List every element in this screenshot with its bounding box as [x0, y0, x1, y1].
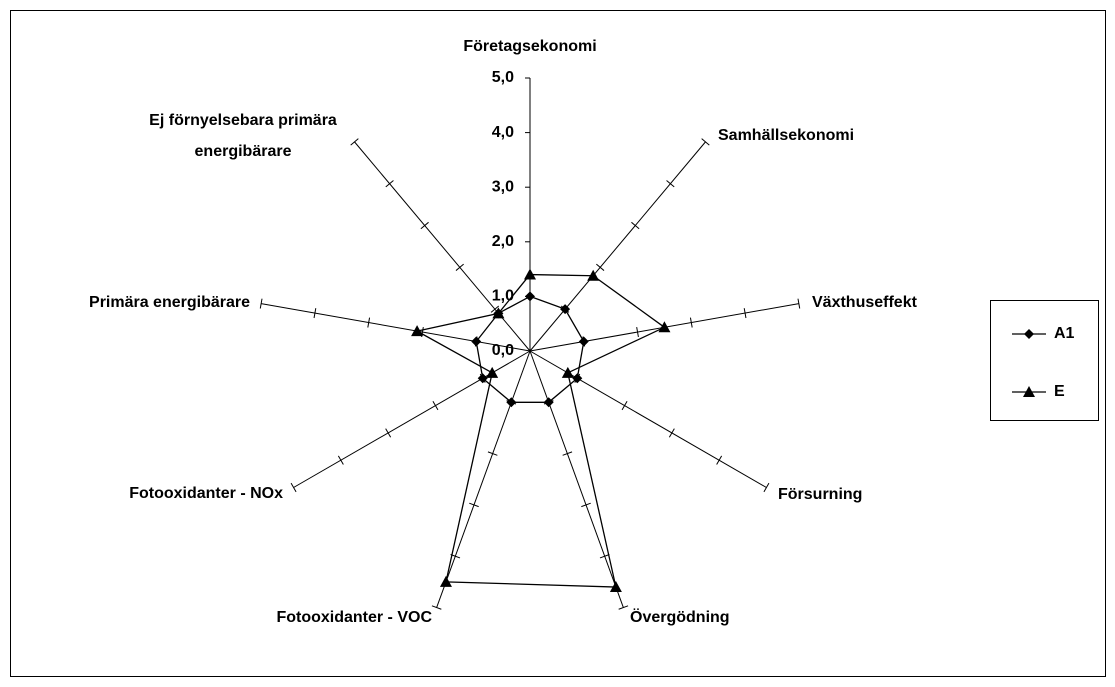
tick-mark	[562, 451, 573, 456]
tick-mark	[636, 327, 639, 338]
data-point	[525, 291, 535, 302]
tick-mark	[716, 455, 723, 465]
axis-line	[529, 141, 706, 352]
tick-mark	[701, 138, 710, 146]
legend-marker	[1024, 329, 1034, 339]
tick-mark	[487, 451, 498, 456]
tick-mark	[290, 482, 297, 493]
data-point	[477, 373, 488, 384]
axis-line	[261, 303, 531, 352]
axis-label: Fotooxidanter - VOC	[276, 609, 432, 626]
tick-mark	[385, 428, 392, 438]
legend-label: A1	[1054, 325, 1075, 342]
data-point	[609, 581, 622, 593]
tick-mark	[596, 263, 605, 271]
axis-label: Primära energibärare	[89, 294, 250, 311]
tick-mark	[666, 180, 675, 188]
legend-marker	[1023, 386, 1035, 397]
tick-mark	[469, 502, 479, 508]
data-point	[506, 397, 517, 408]
series-line	[475, 295, 585, 403]
frame	[10, 10, 1106, 677]
data-point	[486, 366, 499, 378]
data-point	[492, 307, 505, 319]
axis-label: Växthuseffekt	[812, 294, 917, 311]
data-point	[561, 366, 574, 378]
r-tick-label: 2,0	[492, 233, 514, 250]
legend-label: E	[1054, 383, 1065, 400]
r-tick-label: 5,0	[492, 69, 514, 86]
data-point	[578, 336, 589, 347]
tick-mark	[431, 605, 442, 610]
axis-line	[529, 350, 624, 608]
tick-mark	[337, 455, 344, 465]
axis-label: Ej förnyelsebara primära energibärare	[149, 112, 337, 160]
tick-mark	[350, 138, 359, 146]
tick-mark	[668, 428, 675, 438]
tick-mark	[259, 298, 263, 309]
axis-label: Försurning	[778, 486, 863, 503]
axis-label: Företagsekonomi	[463, 38, 597, 55]
data-point	[587, 269, 600, 281]
r-tick-label: 3,0	[492, 178, 514, 195]
tick-mark	[763, 482, 770, 493]
data-point	[543, 397, 554, 408]
tick-mark	[432, 401, 439, 411]
data-point	[439, 575, 452, 587]
tick-mark	[743, 308, 747, 319]
tick-mark	[631, 221, 640, 230]
tick-mark	[599, 554, 610, 559]
axis-label: Fotooxidanter - NOx	[129, 485, 283, 502]
tick-mark	[490, 305, 500, 313]
tick-mark	[455, 263, 464, 271]
data-point	[572, 373, 583, 384]
tick-mark	[367, 317, 371, 328]
tick-mark	[797, 298, 801, 309]
axis-line	[436, 350, 531, 608]
tick-mark	[581, 502, 591, 508]
tick-mark	[385, 180, 394, 188]
tick-mark	[621, 401, 628, 411]
series-line	[415, 273, 666, 588]
r-tick-label: 0,0	[492, 342, 514, 359]
axis-label: Samhällsekonomi	[718, 127, 855, 144]
data-point	[658, 321, 671, 333]
tick-mark	[689, 317, 693, 328]
tick-mark	[618, 605, 629, 610]
tick-mark	[420, 221, 429, 230]
r-tick-label: 1,0	[492, 288, 514, 305]
data-point	[471, 336, 482, 347]
data-point	[524, 268, 536, 280]
tick-mark	[313, 308, 317, 319]
data-point	[560, 304, 571, 315]
axis-label: Övergödning	[630, 609, 730, 626]
data-point	[411, 325, 424, 337]
r-tick-label: 4,0	[492, 124, 514, 141]
legend-box	[990, 300, 1099, 421]
